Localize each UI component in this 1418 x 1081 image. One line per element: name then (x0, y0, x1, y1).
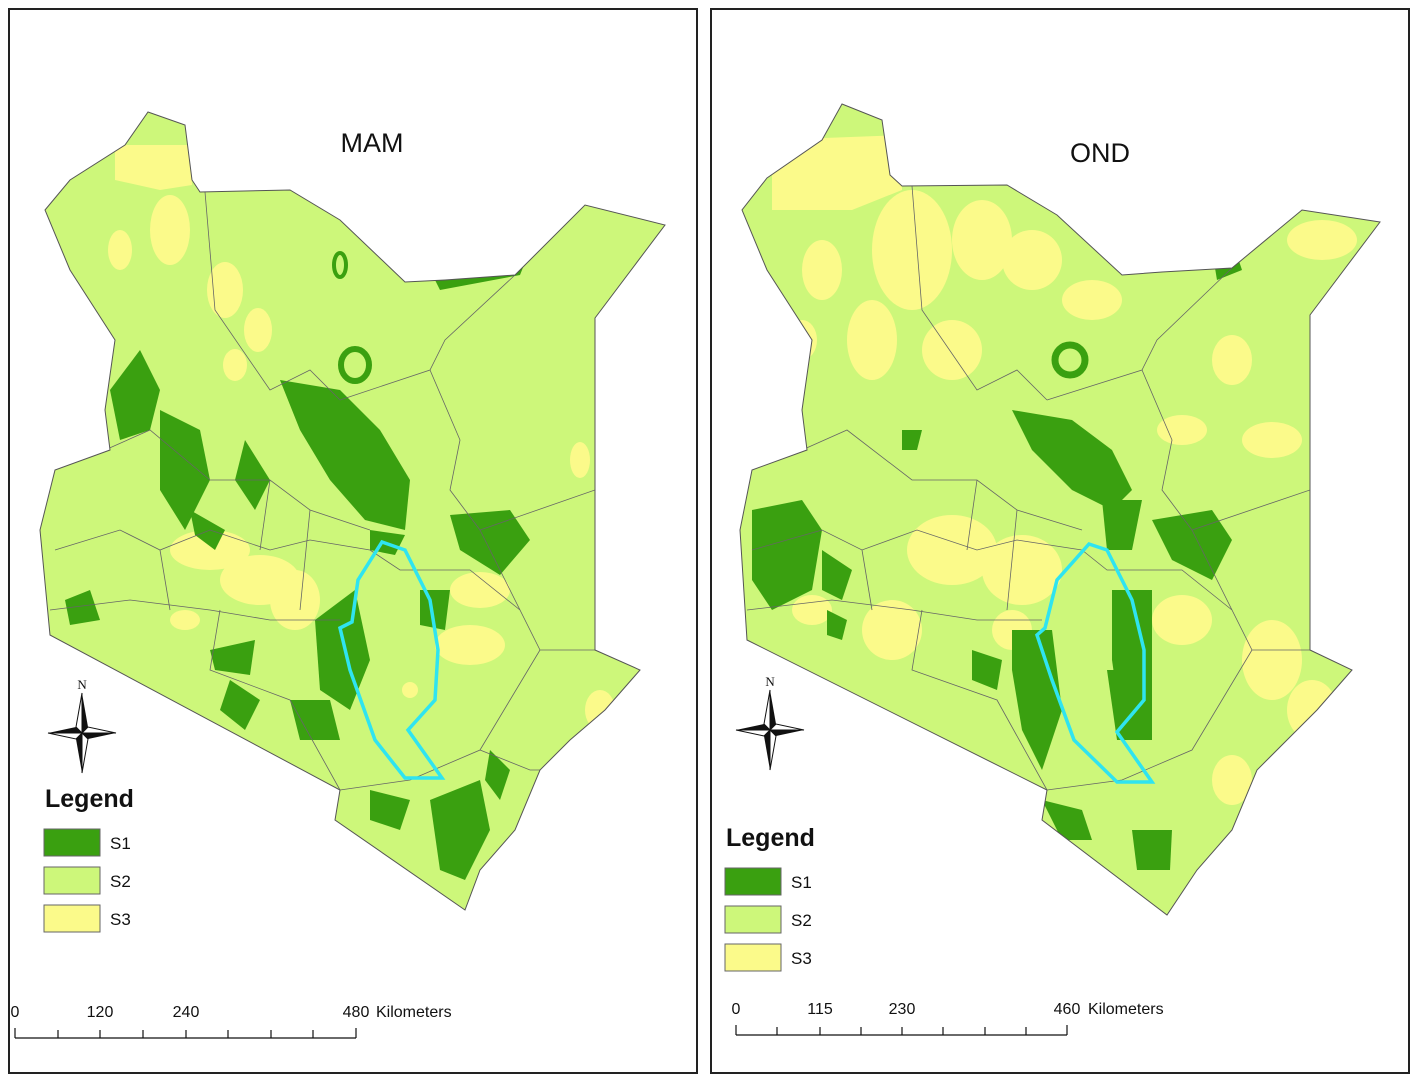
map-ond: OND N Legend S1 S2 S3 0 115 230 460 (724, 103, 1381, 1036)
scale-bar: 0 115 230 460 Kilometers (732, 1001, 1164, 1036)
scale-unit: Kilometers (1088, 1001, 1164, 1018)
legend-label-s3: S3 (791, 949, 812, 968)
suitability-layer (752, 135, 1357, 870)
legend-label-s2: S2 (791, 911, 812, 930)
county-boundaries (49, 191, 596, 791)
legend-swatch-s2 (43, 866, 101, 895)
county-boundaries (746, 185, 1311, 791)
scale-tick-3: 460 (1054, 1001, 1081, 1018)
legend-label-s3: S3 (110, 910, 131, 929)
north-arrow-icon: N (735, 674, 805, 771)
legend-swatch-s3 (43, 904, 101, 933)
north-arrow-icon: N (47, 677, 117, 774)
scale-tick-0: 0 (11, 1004, 20, 1021)
legend-label-s2: S2 (110, 872, 131, 891)
legend-swatch-s2 (724, 905, 782, 934)
legend-swatch-s1 (724, 867, 782, 896)
s3-patches (108, 145, 615, 730)
kenya-s2-area (740, 104, 1380, 915)
map-panel-mam: MAM N Legend S1 S2 S3 0 120 240 (8, 8, 698, 1074)
scale-unit: Kilometers (376, 1004, 452, 1021)
scale-tick-0: 0 (732, 1001, 741, 1018)
scale-tick-2: 230 (889, 1001, 916, 1018)
legend-title: Legend (45, 785, 134, 813)
study-area-boundary (1034, 541, 1156, 784)
scale-tick-1: 115 (807, 1001, 833, 1018)
legend: Legend S1 S2 S3 (43, 785, 134, 933)
s3-patches (772, 135, 1357, 805)
map-panel-ond: OND N Legend S1 S2 S3 0 115 230 460 (710, 8, 1410, 1074)
legend-swatch-s3 (724, 943, 782, 972)
scale-tick-1: 120 (87, 1004, 114, 1021)
legend-label-s1: S1 (110, 834, 131, 853)
scale-bar: 0 120 240 480 Kilometers (11, 1004, 452, 1039)
legend-label-s1: S1 (791, 873, 812, 892)
legend: Legend S1 S2 S3 (724, 824, 815, 972)
north-label: N (765, 674, 775, 689)
s1-patches (752, 240, 1242, 870)
north-label: N (77, 677, 87, 692)
legend-swatch-s1 (43, 828, 101, 857)
legend-title: Legend (726, 824, 815, 852)
scale-tick-3: 480 (343, 1004, 370, 1021)
map-title: MAM (341, 128, 404, 158)
study-area-boundary (337, 539, 446, 780)
map-mam: MAM N Legend S1 S2 S3 0 120 240 (11, 111, 666, 1039)
scale-tick-2: 240 (173, 1004, 200, 1021)
map-title: OND (1070, 138, 1130, 168)
